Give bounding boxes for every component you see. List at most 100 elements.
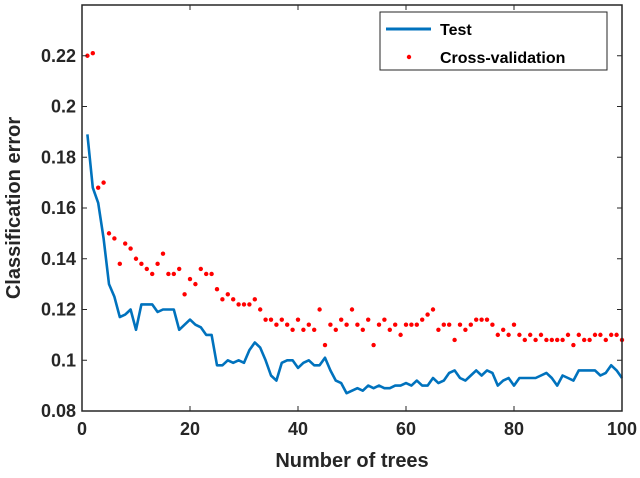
cv-point [479, 317, 484, 322]
cv-point [90, 51, 96, 56]
legend-box [379, 11, 608, 71]
cv-point [501, 327, 506, 332]
cv-point [209, 271, 214, 277]
cv-point [133, 256, 139, 261]
y-tick-label: 0.16 [41, 198, 76, 218]
cv-point [603, 337, 608, 343]
cv-point [538, 332, 544, 338]
cv-point [582, 337, 587, 343]
cv-point [204, 271, 209, 277]
cv-point [592, 332, 598, 338]
cv-point [339, 317, 344, 322]
cv-point [571, 342, 576, 348]
x-tick-label: 40 [288, 419, 308, 439]
cv-point [355, 322, 360, 327]
cv-point [220, 297, 225, 302]
cv-point [150, 271, 155, 277]
cv-point [258, 307, 263, 312]
cv-point [144, 266, 149, 272]
cv-point [565, 332, 571, 338]
x-axis: 0 20 40 60 80 100 [77, 5, 637, 439]
cv-point [312, 327, 317, 332]
cv-point [328, 322, 333, 327]
cv-point [560, 337, 565, 343]
cv-point [420, 317, 425, 322]
cv-point [117, 261, 123, 267]
cv-point [290, 327, 295, 332]
cv-point [306, 322, 311, 327]
cv-point [414, 322, 419, 327]
cv-point [106, 231, 112, 236]
cv-point [549, 337, 554, 343]
y-tick-label: 0.12 [41, 300, 76, 320]
x-tick-label: 100 [607, 419, 637, 439]
cv-point [484, 317, 490, 322]
cv-point [511, 322, 517, 327]
cv-point [393, 322, 398, 327]
cv-point [128, 246, 133, 251]
cv-point [225, 292, 230, 297]
legend-test-label: Test [440, 22, 472, 39]
cv-point [441, 322, 446, 327]
cv-point [236, 302, 241, 307]
cv-point [252, 297, 257, 302]
cv-point [198, 266, 203, 272]
y-axis-title: Classification error [3, 117, 25, 300]
x-tick-label: 20 [180, 419, 200, 439]
y-tick-label: 0.18 [41, 147, 76, 167]
x-axis-title: Number of trees [275, 450, 428, 472]
legend-cv-label: Cross-validation [440, 50, 565, 67]
cv-point [382, 317, 387, 322]
x-tick-label: 80 [504, 419, 524, 439]
cv-point [360, 327, 365, 332]
y-tick-label: 0.2 [51, 97, 76, 117]
cv-point [279, 317, 284, 322]
cv-point [333, 327, 338, 332]
cv-point [366, 317, 371, 322]
cv-point [371, 342, 376, 348]
cv-point [468, 322, 473, 327]
cv-point [96, 185, 101, 190]
cv-point [274, 322, 279, 327]
cv-point [506, 332, 511, 338]
cv-point [598, 332, 603, 338]
y-tick-label: 0.08 [41, 401, 76, 421]
cv-point [241, 302, 247, 307]
cv-point [344, 322, 349, 327]
legend: Test Cross-validation [379, 11, 608, 71]
test-line [86, 134, 624, 395]
cv-point [231, 297, 236, 302]
test-series [86, 134, 624, 395]
cv-point [457, 322, 463, 327]
x-tick-label: 60 [396, 419, 416, 439]
cv-point [322, 342, 328, 348]
cv-point [398, 332, 403, 338]
cv-point [112, 236, 117, 241]
cv-point [349, 307, 355, 312]
cv-point [474, 317, 479, 322]
cv-point [166, 271, 171, 277]
cv-point [268, 317, 274, 322]
cv-point [193, 281, 198, 287]
cv-point [425, 312, 430, 317]
cross-validation-series [85, 51, 625, 348]
cv-point [160, 251, 166, 256]
cv-point [101, 180, 106, 185]
cv-point [409, 322, 414, 327]
cv-point [403, 322, 409, 327]
cv-point [155, 261, 160, 267]
cv-point [614, 332, 619, 338]
cv-point [544, 337, 549, 343]
cv-point [247, 302, 252, 307]
cv-point [495, 332, 500, 338]
cv-point [317, 307, 322, 312]
cv-point [528, 332, 533, 338]
y-tick-label: 0.1 [51, 350, 76, 370]
cv-point [463, 327, 468, 332]
cv-point [123, 241, 128, 246]
cv-point [263, 317, 268, 322]
y-axis: 0.08 0.1 0.12 0.14 0.16 0.18 0.2 0.22 [41, 46, 622, 421]
cv-point [609, 332, 614, 338]
x-tick-label: 0 [77, 419, 87, 439]
